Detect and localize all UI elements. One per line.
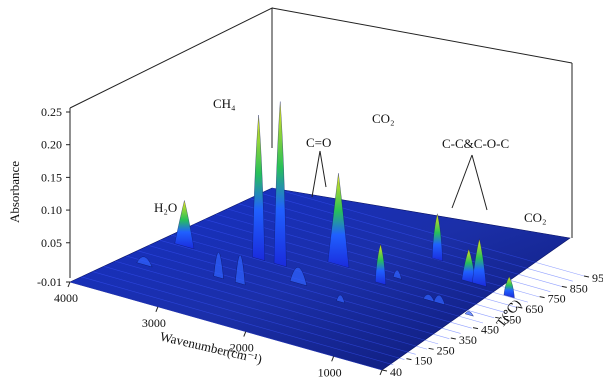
surface-trace-line xyxy=(260,192,573,282)
peak-ridge-8 xyxy=(464,311,474,317)
peak-0 xyxy=(174,200,195,250)
peak-ridge-7 xyxy=(433,295,446,306)
surface-grid-lines xyxy=(69,187,585,371)
annotation-co2-low: CO₂ xyxy=(524,210,547,225)
y-tick-mark xyxy=(381,369,388,372)
y-tick-mark xyxy=(428,347,434,350)
surface-trace-line xyxy=(137,250,450,339)
y-tick-mark xyxy=(495,316,501,319)
y-tick-label: 350 xyxy=(459,333,477,347)
z-tick-label: 0.20 xyxy=(41,138,62,152)
x-tick-mark xyxy=(331,356,335,362)
y-tick-label: 150 xyxy=(414,354,432,368)
surface-trace-line xyxy=(81,276,394,366)
box-back-left-edge xyxy=(69,7,273,148)
y-tick-mark xyxy=(406,358,412,361)
axis-box xyxy=(69,7,573,278)
leader-co-right xyxy=(319,150,327,188)
peak-ridge-1 xyxy=(213,252,224,280)
annotations: H₂O CH₄ C=O CO₂ C-C&C-O-C CO₂ xyxy=(154,96,547,225)
annotation-co: C=O xyxy=(306,135,331,150)
x-tick-mark xyxy=(379,369,383,376)
z-tick-label: -0.01 xyxy=(37,275,62,289)
y-tick-mark xyxy=(539,296,545,299)
peak-8 xyxy=(503,276,515,299)
annotation-h2o: H₂O xyxy=(154,200,177,215)
annotation-ch4: CH₄ xyxy=(213,96,236,111)
surface-floor xyxy=(69,187,571,371)
peak-ridge-2 xyxy=(235,254,246,286)
x-tick-label: 2000 xyxy=(230,341,254,355)
peak-7 xyxy=(472,238,487,287)
x-tick-mark xyxy=(243,331,247,337)
z-axis-title: Absorbance xyxy=(7,161,22,223)
y-tick-label: 550 xyxy=(503,312,521,326)
z-tick-label: 0.10 xyxy=(41,203,62,217)
peak-1 xyxy=(252,115,266,261)
box-top-edge xyxy=(271,7,573,64)
x-tick-mark xyxy=(155,306,159,312)
peak-ridge-3 xyxy=(289,267,308,287)
peak-ridge-5 xyxy=(392,269,402,280)
z-tick-label: 0.15 xyxy=(41,170,62,184)
annotation-c-c: C-C&C-O-C xyxy=(442,136,509,151)
y-tick-mark xyxy=(561,285,567,288)
y-tick-mark xyxy=(517,306,523,309)
surface-trace-line xyxy=(238,203,551,292)
y-tick-label: 450 xyxy=(481,323,499,337)
surface-trace-line xyxy=(215,213,528,303)
surface-trace-line xyxy=(170,234,484,324)
x-axis-title: Wavenumber(cm⁻¹) xyxy=(159,329,264,367)
surface-trace-line xyxy=(92,271,405,360)
y-tick-mark xyxy=(472,327,479,330)
peak-2 xyxy=(273,101,287,268)
peak-ridge-0 xyxy=(136,256,153,268)
x-tick-label: 4000 xyxy=(54,291,78,305)
z-tick-label: 0.05 xyxy=(41,236,62,250)
y-tick-label: 40 xyxy=(390,365,402,378)
surface-trace-line xyxy=(249,198,562,287)
surface-peaks xyxy=(136,101,515,317)
peak-4 xyxy=(375,243,387,286)
z-tick-label: 0.25 xyxy=(41,105,62,119)
peak-5 xyxy=(431,213,443,262)
y-tick-mark xyxy=(450,337,456,340)
surface-trace-line xyxy=(69,281,383,371)
peak-3 xyxy=(327,173,350,269)
x-axis-ticks: 4000300020001000450 xyxy=(54,281,383,378)
surface-trace-line xyxy=(114,260,427,350)
x-tick-label: 3000 xyxy=(142,316,166,330)
y-tick-mark xyxy=(583,275,590,278)
y-tick-label: 650 xyxy=(525,302,543,316)
annotation-co2-main: CO₂ xyxy=(372,111,395,126)
x-tick-mark xyxy=(67,281,71,288)
y-tick-label: 250 xyxy=(437,343,455,357)
z-axis-ticks: -0.01 0.05 0.10 0.15 0.20 0.25 xyxy=(37,105,70,289)
leader-cc-left xyxy=(451,154,473,209)
x-tick-label: 1000 xyxy=(318,365,342,378)
surface-trace-line xyxy=(159,239,472,329)
surface-trace-line xyxy=(271,187,585,277)
leader-cc-right xyxy=(471,154,488,211)
y-tick-label: 950 xyxy=(592,271,603,285)
y-axis-ticks: 40 150 250 350 450 550 650 750 850 950 xyxy=(381,271,603,378)
surface-trace-line xyxy=(103,266,416,355)
y-tick-label: 750 xyxy=(548,292,566,306)
leader-co-left xyxy=(311,150,321,198)
y-tick-label: 850 xyxy=(570,281,588,295)
surface-trace-line xyxy=(193,224,506,313)
peak-ridge-4 xyxy=(336,294,346,304)
surface-trace-line xyxy=(148,245,461,334)
surface-trace-line xyxy=(126,255,439,345)
